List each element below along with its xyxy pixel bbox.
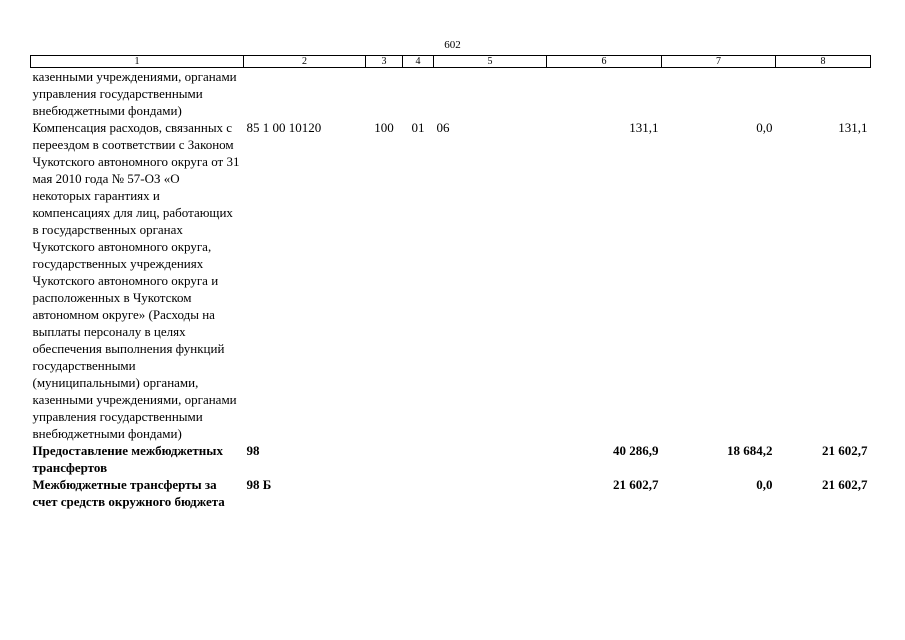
row-col7	[662, 68, 776, 120]
header-col-7: 7	[661, 55, 776, 68]
row-vr	[366, 68, 403, 120]
row-rz	[403, 476, 434, 510]
row-col6: 21 602,7	[613, 477, 659, 492]
header-col-5: 5	[433, 55, 547, 68]
row-pr	[434, 476, 547, 510]
header-col-3: 3	[365, 55, 403, 68]
row-name: Предоставление межбюджетных трансфертов	[32, 443, 223, 475]
row-vr: 100	[374, 120, 394, 135]
row-col6	[547, 68, 662, 120]
table-row: казенными учреждениями, органами управле…	[31, 68, 871, 120]
header-col-4: 4	[402, 55, 434, 68]
budget-table: 1 2 3 4 5 6 7 8 казенными учреждениями, …	[30, 55, 871, 510]
header-col-2: 2	[243, 55, 366, 68]
row-csr: 98	[246, 443, 260, 458]
page-number: 602	[444, 39, 461, 51]
row-col6: 131,1	[629, 120, 659, 135]
row-rz: 01	[411, 120, 425, 135]
row-col8: 21 602,7	[822, 477, 868, 492]
row-col7: 0,0	[756, 477, 773, 492]
row-pr: 06	[436, 120, 450, 135]
header-col-1: 1	[30, 55, 244, 68]
row-pr	[434, 68, 547, 120]
row-col8: 131,1	[838, 120, 868, 135]
row-col7: 0,0	[756, 120, 773, 135]
row-col6: 40 286,9	[613, 443, 659, 458]
header-col-8: 8	[775, 55, 871, 68]
table-header-row: 1 2 3 4 5 6 7 8	[30, 55, 871, 68]
row-csr	[244, 68, 366, 120]
row-name: Компенсация расходов, связанных с переез…	[32, 120, 240, 441]
row-rz	[403, 68, 434, 120]
row-pr	[434, 442, 547, 476]
header-col-6: 6	[546, 55, 662, 68]
row-name: казенными учреждениями, органами управле…	[32, 69, 237, 118]
row-col8: 21 602,7	[822, 443, 868, 458]
row-name: Межбюджетные трансферты за счет средств …	[32, 477, 225, 509]
row-rz	[403, 442, 434, 476]
row-vr	[366, 476, 403, 510]
row-col7: 18 684,2	[727, 443, 773, 458]
row-csr: 85 1 00 10120	[246, 120, 322, 135]
table-row: Межбюджетные трансферты за счет средств …	[31, 476, 871, 510]
row-vr	[366, 442, 403, 476]
table-row: Компенсация расходов, связанных с переез…	[31, 119, 871, 442]
row-csr: 98 Б	[246, 477, 272, 492]
table-row: Предоставление межбюджетных трансфертов …	[31, 442, 871, 476]
row-col8	[776, 68, 871, 120]
